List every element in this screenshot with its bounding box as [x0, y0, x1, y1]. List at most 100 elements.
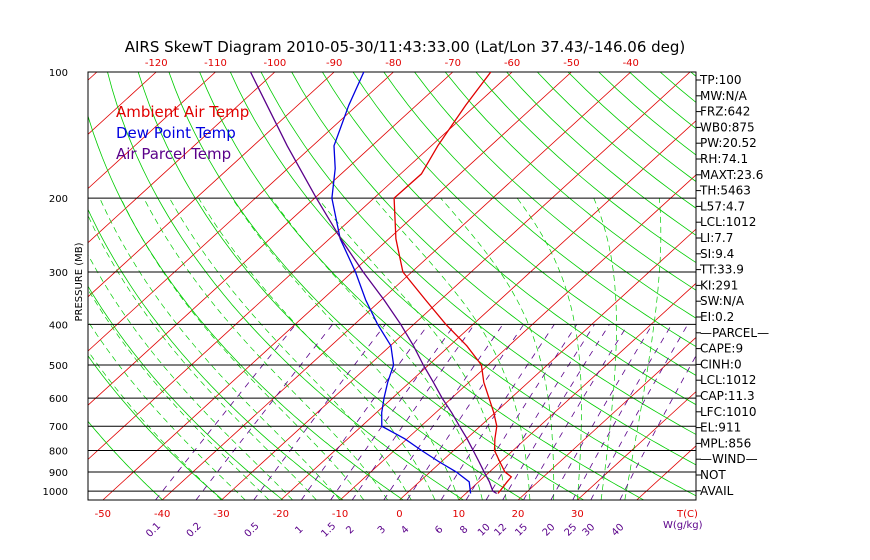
moist-adiabat-line	[88, 320, 246, 500]
index-label: RH:74.1	[700, 152, 748, 166]
mixing-ratio-unit-label: W(g/kg)	[663, 520, 703, 531]
top-temp-tick-label: -90	[326, 58, 342, 69]
bottom-temp-tick-label: -10	[332, 509, 348, 520]
mixing-ratio-line	[155, 324, 297, 500]
dry-adiabat-line	[444, 72, 696, 291]
mixing-ratio-label: 2	[344, 524, 356, 536]
dry-adiabat-line	[168, 72, 584, 500]
index-label: LCL:1012	[700, 215, 756, 229]
mixing-ratio-line	[253, 324, 386, 500]
isotherm-line	[102, 72, 572, 500]
dry-adiabat-line	[475, 72, 696, 264]
mixing-ratio-label: 8	[458, 524, 470, 536]
top-temp-tick-label: -70	[445, 58, 461, 69]
isotherm-line	[755, 72, 870, 500]
moist-adiabat-line	[198, 198, 436, 500]
index-label: MPL:856	[700, 436, 751, 450]
mixing-ratio-label: 1.5	[319, 521, 338, 540]
moist-adiabat-line	[624, 198, 662, 500]
index-label: LI:7.7	[700, 231, 733, 245]
mixing-ratio-label: 12	[493, 522, 510, 539]
top-temp-tick-label: -50	[563, 58, 579, 69]
moist-adiabat-line	[373, 197, 531, 500]
index-label: TT:33.9	[699, 263, 744, 277]
temp-unit-label: T(C)	[676, 509, 698, 520]
dry-adiabat-line	[107, 72, 464, 500]
mixing-ratio-label: 4	[399, 524, 411, 536]
dry-adiabat-line	[414, 72, 696, 319]
mixing-ratio-line	[440, 324, 555, 500]
top-temp-tick-label: -110	[204, 58, 227, 69]
legend: Ambient Air Temp Dew Point Temp Air Parcel…	[116, 103, 249, 163]
moist-adiabat-line	[440, 197, 555, 500]
pressure-tick-label: 900	[49, 468, 68, 479]
pressure-tick-label: 400	[49, 320, 68, 331]
top-temp-tick-label: -80	[385, 58, 401, 69]
index-label: PW:20.52	[700, 136, 757, 150]
moist-adiabat-line	[143, 198, 388, 500]
index-label: KI:291	[700, 278, 738, 292]
index-label: MW:N/A	[700, 89, 748, 103]
pressure-tick-label: 700	[49, 422, 68, 433]
moist-adiabat-line	[88, 253, 293, 500]
legend-entry: Ambient Air Temp	[116, 103, 249, 121]
dry-adiabat-line	[322, 72, 696, 406]
top-temp-tick-label: -60	[504, 58, 520, 69]
isotherm-line	[161, 72, 632, 500]
pressure-tick-label: 800	[49, 447, 68, 458]
index-label: SI:9.4	[700, 247, 734, 261]
ambient-air-templine	[393, 72, 513, 494]
moist-adiabat-line	[88, 214, 317, 500]
dry-adiabat-line	[752, 72, 870, 500]
index-label: —PARCEL—	[700, 326, 769, 340]
mixing-ratio-line	[572, 324, 673, 500]
bottom-temp-tick-label: 0	[396, 509, 402, 520]
pressure-tick-label: 600	[49, 394, 68, 405]
dry-adiabat-line	[88, 355, 224, 500]
index-label: —WIND—	[700, 452, 758, 466]
bottom-temp-tick-label: 30	[571, 509, 584, 520]
dry-adiabat-line	[199, 72, 644, 500]
moist-adiabat-line	[593, 198, 617, 500]
dry-adiabat-line	[783, 72, 870, 500]
moist-adiabat-line	[120, 198, 365, 500]
mixing-ratio-line	[485, 324, 595, 500]
moist-adiabat-line	[231, 198, 460, 500]
background-lines	[88, 72, 870, 500]
index-label: CAPE:9	[700, 342, 743, 356]
moist-adiabat-line	[99, 198, 341, 500]
mixing-ratio-line	[406, 324, 525, 500]
isotherm-line	[399, 228, 696, 500]
dry-adiabat-line	[88, 114, 404, 500]
index-label: LCL:1012	[700, 373, 756, 387]
top-temp-tick-label: -100	[263, 58, 286, 69]
mixing-ratio-label: 30	[581, 522, 598, 539]
mixing-ratio-label: 0.1	[144, 521, 163, 540]
dry-adiabat-line	[291, 72, 696, 435]
isotherm-line	[517, 336, 696, 500]
mixing-ratio-line	[330, 324, 456, 500]
index-label: TP:100	[699, 73, 742, 87]
mixing-ratio-label: 0.2	[185, 521, 204, 540]
index-label: WB0:875	[700, 120, 755, 134]
moist-adiabat-line	[169, 198, 412, 500]
dry-adiabat-line	[352, 72, 696, 376]
mixing-ratio-label: 10	[476, 522, 493, 539]
isotherm-line	[88, 72, 454, 406]
isotherm-line	[339, 174, 696, 500]
isotherm-line	[458, 282, 696, 500]
bottom-temp-tick-label: 20	[512, 509, 525, 520]
moist-adiabat-line	[271, 197, 483, 500]
index-label: NOT	[700, 468, 726, 482]
mixing-ratio-label: 1	[293, 524, 305, 536]
index-label: FRZ:642	[700, 105, 750, 119]
mixing-ratio-line	[619, 354, 696, 500]
bottom-temp-tick-label: -50	[95, 509, 111, 520]
dry-adiabat-line	[844, 72, 870, 500]
legend-entry: Air Parcel Temp	[116, 145, 231, 163]
isotherm-line	[88, 72, 394, 352]
dry-adiabat-line	[383, 72, 696, 348]
mixing-ratio-label: 40	[610, 522, 627, 539]
